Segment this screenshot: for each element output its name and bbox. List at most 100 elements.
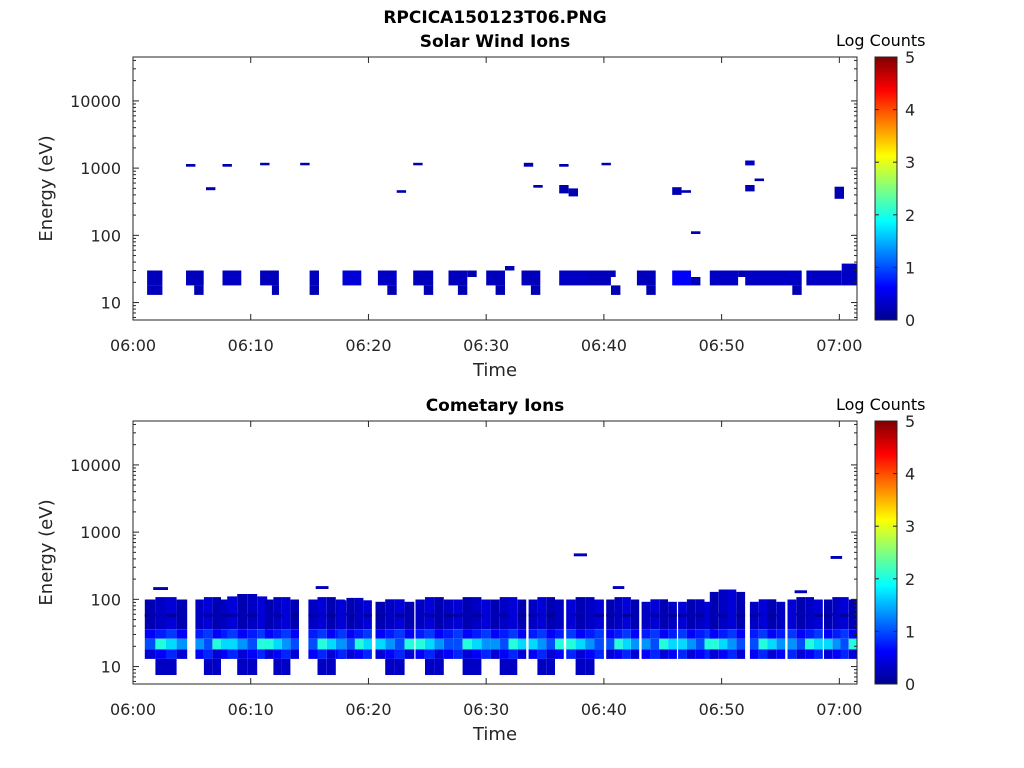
heatmap-cell xyxy=(824,638,833,650)
heatmap-cell xyxy=(787,649,797,659)
heatmap-cell xyxy=(622,614,631,617)
heatmap-cell xyxy=(709,270,739,286)
heatmap-cell xyxy=(155,649,166,659)
heatmap-cell xyxy=(203,629,213,639)
heatmap-cell xyxy=(166,649,177,659)
heatmap-cell xyxy=(575,614,585,617)
y-axis-title: Energy (eV) xyxy=(36,499,57,605)
heatmap-cell xyxy=(622,649,631,659)
heatmap-cell xyxy=(546,658,555,675)
heatmap-cell xyxy=(257,629,268,639)
colorbar-tick-label: 0 xyxy=(905,675,915,694)
heatmap-cell xyxy=(709,638,719,650)
heatmap-cell xyxy=(796,629,806,639)
heatmap-cell xyxy=(264,649,274,659)
heatmap-cell xyxy=(709,629,719,639)
heatmap-cell xyxy=(686,629,696,639)
heatmap-cell xyxy=(434,638,444,650)
heatmap-cell xyxy=(530,285,541,295)
heatmap-cell xyxy=(354,649,364,659)
heatmap-cell xyxy=(614,638,623,650)
heatmap-cell xyxy=(686,649,696,659)
heatmap-cell xyxy=(691,231,701,234)
heatmap-cell xyxy=(668,614,677,617)
heatmap-cell xyxy=(247,629,258,639)
heatmap-cell xyxy=(317,597,327,630)
heatmap-cell xyxy=(758,629,768,639)
heatmap-cell xyxy=(144,649,156,659)
heatmap-cell xyxy=(528,649,538,659)
heatmap-cell xyxy=(594,629,604,639)
heatmap-cell xyxy=(404,629,415,639)
heatmap-cell xyxy=(681,613,694,616)
heatmap-cell xyxy=(481,629,491,639)
heatmap-cell xyxy=(396,190,407,193)
heatmap-cell xyxy=(691,277,701,286)
panel2-cells xyxy=(144,553,857,675)
heatmap-cell xyxy=(848,599,857,630)
heatmap-cell xyxy=(614,629,623,639)
heatmap-cell xyxy=(176,638,188,650)
heatmap-cell xyxy=(499,658,509,675)
heatmap-cell xyxy=(149,613,164,616)
heatmap-cell xyxy=(678,649,687,659)
heatmap-cell xyxy=(166,597,177,630)
heatmap-cell xyxy=(425,638,435,650)
x-axis-title: Time xyxy=(472,360,517,381)
heatmap-cell xyxy=(659,629,668,639)
x-tick-label: 06:50 xyxy=(699,700,745,719)
x-tick-label: 06:10 xyxy=(228,336,274,355)
heatmap-cell xyxy=(508,658,518,675)
heatmap-cell xyxy=(566,638,576,650)
heatmap-cell xyxy=(281,638,291,650)
colorbar-tick-label: 1 xyxy=(905,622,915,641)
heatmap-cell xyxy=(315,586,329,589)
heatmap-cell xyxy=(585,649,595,659)
heatmap-cell xyxy=(791,613,804,616)
heatmap-cell xyxy=(268,613,281,616)
heatmap-cell xyxy=(767,629,777,639)
heatmap-cell xyxy=(257,596,268,630)
colorbar-tick-label: 3 xyxy=(905,517,915,536)
heatmap-cell xyxy=(155,597,166,630)
heatmap-cell xyxy=(727,638,737,650)
heatmap-cell xyxy=(481,638,491,650)
heatmap-cell xyxy=(212,649,221,659)
heatmap-cell xyxy=(227,638,238,650)
y-tick-label: 100 xyxy=(90,226,121,245)
heatmap-cell xyxy=(585,638,595,650)
heatmap-cell xyxy=(568,188,578,197)
heatmap-cell xyxy=(472,614,482,617)
heatmap-cell xyxy=(754,178,764,182)
heatmap-cell xyxy=(237,638,248,650)
heatmap-cell xyxy=(787,629,797,639)
heatmap-cell xyxy=(413,162,423,166)
heatmap-cell xyxy=(767,599,777,630)
heatmap-cell xyxy=(695,614,705,617)
heatmap-cell xyxy=(495,285,505,295)
x-tick-label: 07:00 xyxy=(816,700,862,719)
heatmap-cell xyxy=(559,185,569,194)
heatmap-cell xyxy=(499,629,509,639)
heatmap-cell xyxy=(594,614,604,617)
heatmap-cell xyxy=(203,638,213,650)
heatmap-cell xyxy=(555,629,564,639)
heatmap-cell xyxy=(686,638,696,650)
heatmap-cell xyxy=(434,649,444,659)
heatmap-cell xyxy=(575,649,585,659)
panel1-title: Solar Wind Ions xyxy=(419,32,571,52)
heatmap-cell xyxy=(472,629,482,639)
heatmap-cell xyxy=(423,285,434,295)
heatmap-cell xyxy=(612,586,625,589)
heatmap-cell xyxy=(727,589,737,630)
heatmap-cell xyxy=(537,597,547,630)
x-tick-label: 07:00 xyxy=(816,336,862,355)
heatmap-cell xyxy=(718,638,728,650)
heatmap-cell xyxy=(326,649,336,659)
heatmap-cell xyxy=(222,270,242,286)
heatmap-cell xyxy=(462,658,472,675)
heatmap-cell xyxy=(594,638,604,650)
heatmap-cell xyxy=(273,597,282,630)
heatmap-cell xyxy=(247,614,258,617)
